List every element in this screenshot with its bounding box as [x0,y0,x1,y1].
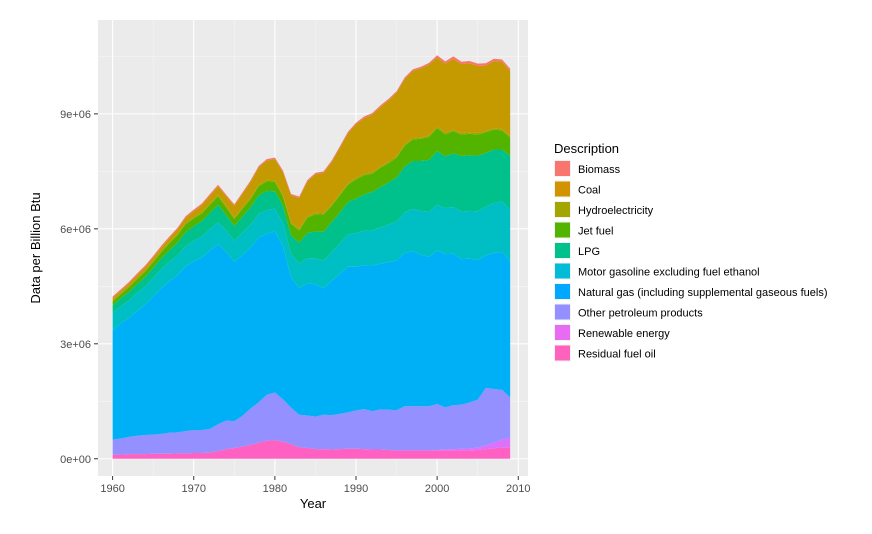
legend-swatch [555,181,570,197]
legend-label: Other petroleum products [578,308,703,320]
legend-label: Jet fuel [578,226,613,238]
legend-swatch [555,325,570,340]
legend-label: Residual fuel oil [578,349,656,361]
legend-label: LPG [578,246,600,258]
legend-label: Renewable energy [578,328,670,340]
x-tick-label: 1990 [344,483,368,495]
area-jet-fuel [112,128,511,306]
y-tick-label: 0e+00 [60,454,91,466]
legend-swatch [555,263,570,279]
legend-label: Coal [578,185,601,197]
area-other-petroleum-products [112,387,511,455]
x-tick-label: 1980 [263,483,287,495]
legend-swatch [555,243,570,258]
x-tick-label: 2010 [506,483,530,495]
y-tick-label: 6e+06 [60,224,91,236]
legend-swatch [555,345,570,361]
legend-label: Biomass [578,164,621,176]
area-series-group [112,55,511,459]
x-axis-ticks: 1960 1970 1980 1990 2000 2010 [100,476,531,495]
area-residual-fuel-oil [112,440,511,459]
legend: Description Biomass Coal Hydroelectricity J… [554,141,827,362]
y-axis-title: Data per Billion Btu [28,192,43,303]
area-lpg [112,149,511,314]
legend-items: Biomass Coal Hydroelectricity Jet fuel LPG Mo… [554,160,827,362]
area-biomass [112,55,511,299]
legend-swatch [555,304,570,320]
legend-label: Hydroelectricity [578,205,654,217]
x-axis-title: Year [300,496,327,511]
legend-swatch [555,222,570,238]
x-tick-label: 1960 [100,483,124,495]
y-tick-label: 3e+06 [60,339,91,351]
x-tick-label: 1970 [181,483,205,495]
legend-swatch [555,161,570,176]
area-motor-gasoline-excluding-fuel-ethanol [112,201,511,331]
legend-swatch [555,284,570,299]
area-natural-gas-including-supplemental-gaseous-fuels [112,231,511,440]
area-coal [112,57,511,301]
legend-title: Description [554,141,619,156]
legend-label: Natural gas (including supplemental gase… [578,287,827,299]
legend-label: Motor gasoline excluding fuel ethanol [578,267,760,279]
y-axis-ticks: 0e+00 3e+06 6e+06 9e+06 [60,109,98,466]
y-tick-label: 9e+06 [60,109,91,121]
legend-swatch [555,202,570,217]
x-tick-label: 2000 [425,483,449,495]
